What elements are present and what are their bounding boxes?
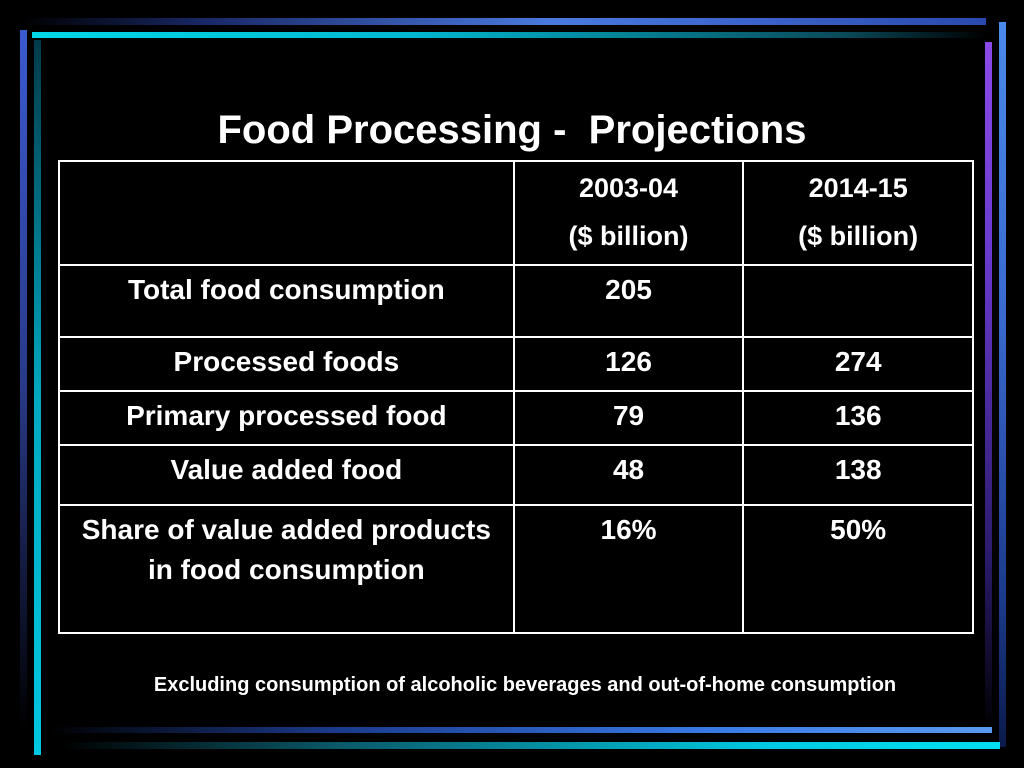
- value-2003-04: 16%: [512, 504, 745, 634]
- frame-bar-left-inner: [34, 40, 41, 755]
- header-unit: ($ billion): [798, 221, 919, 251]
- value-2003-04: 205: [512, 264, 745, 338]
- frame-bar-bottom-inner: [48, 727, 992, 733]
- table-row: Value added food 48 138: [58, 444, 974, 506]
- frame-bar-left-outer: [20, 30, 27, 730]
- value-2014-15: 138: [742, 444, 974, 506]
- header-cell-2003-04: 2003-04 ($ billion): [512, 160, 745, 266]
- table-row: Processed foods 126 274: [58, 336, 974, 392]
- header-cell-2014-15: 2014-15 ($ billion): [742, 160, 974, 266]
- value-2014-15: 136: [742, 390, 974, 446]
- row-label: Total food consumption: [58, 264, 515, 338]
- value-2003-04: 48: [512, 444, 745, 506]
- table-header-row: 2003-04 ($ billion) 2014-15 ($ billion): [58, 160, 974, 266]
- header-unit: ($ billion): [568, 221, 689, 251]
- row-label: Processed foods: [58, 336, 515, 392]
- frame-bar-right-outer: [999, 22, 1006, 747]
- table-row: Share of value added products in food co…: [58, 504, 974, 634]
- value-2003-04: 79: [512, 390, 745, 446]
- value-2014-15: 274: [742, 336, 974, 392]
- frame-bar-top-outer: [20, 18, 986, 25]
- frame-bar-bottom-outer: [60, 742, 1000, 749]
- header-year: 2014-15: [808, 173, 908, 203]
- slide-title: Food Processing - Projections: [217, 108, 807, 152]
- table-row: Total food consumption 205: [58, 264, 974, 338]
- frame-bar-top-inner: [32, 32, 986, 38]
- projections-table: 2003-04 ($ billion) 2014-15 ($ billion) …: [58, 160, 974, 634]
- row-label: Primary processed food: [58, 390, 515, 446]
- value-2014-15: [742, 264, 974, 338]
- table-row: Primary processed food 79 136: [58, 390, 974, 446]
- value-2014-15: 50%: [742, 504, 974, 634]
- row-label: Value added food: [58, 444, 515, 506]
- footnote: Excluding consumption of alcoholic bever…: [153, 674, 897, 696]
- header-cell-label: [58, 160, 515, 266]
- row-label: Share of value added products in food co…: [58, 504, 515, 634]
- header-year: 2003-04: [578, 173, 679, 203]
- value-2003-04: 126: [512, 336, 745, 392]
- frame-bar-right-inner: [985, 42, 992, 732]
